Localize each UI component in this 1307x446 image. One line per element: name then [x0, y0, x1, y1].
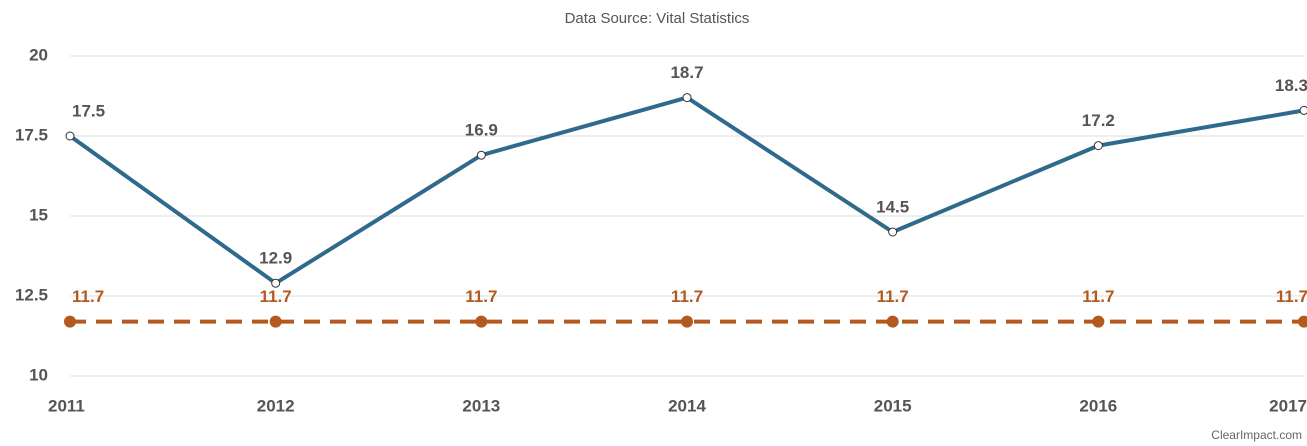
x-tick-label: 2013 — [462, 396, 500, 415]
point — [682, 93, 692, 103]
x-tick-label: 2016 — [1079, 396, 1117, 415]
point — [269, 315, 282, 328]
data-label: 11.7 — [72, 287, 104, 306]
point — [64, 315, 76, 328]
data-label: 11.7 — [1276, 287, 1307, 306]
series-line — [68, 95, 1305, 286]
data-label: 14.5 — [876, 197, 909, 216]
chart-subtitle: Data Source: Vital Statistics — [565, 10, 750, 27]
data-label: 11.7 — [671, 287, 703, 306]
data-label: 17.2 — [1082, 111, 1115, 130]
y-tick-label: 17.5 — [15, 125, 48, 144]
point — [888, 227, 898, 237]
x-tick-label: 2012 — [257, 396, 295, 415]
x-tick-label: 2014 — [668, 396, 706, 415]
x-tick-label: 2015 — [874, 396, 912, 415]
y-tick-label: 15 — [29, 205, 48, 224]
point — [475, 315, 488, 328]
y-tick-label: 10 — [29, 365, 48, 384]
x-tick-label: 2011 — [48, 396, 85, 415]
y-tick-label: 20 — [29, 45, 48, 64]
y-tick-label: 12.5 — [15, 285, 48, 304]
data-label: 12.9 — [259, 249, 292, 268]
point — [65, 131, 75, 141]
point — [1299, 105, 1307, 115]
point — [1092, 315, 1105, 328]
point — [681, 315, 693, 328]
point — [1093, 141, 1103, 151]
data-label: 16.9 — [465, 121, 498, 140]
point — [886, 315, 899, 328]
data-label: 18.3 — [1275, 76, 1307, 95]
data-label: 11.7 — [1082, 287, 1114, 306]
point — [476, 150, 486, 160]
data-label: 11.7 — [877, 287, 909, 306]
data-label: 11.7 — [465, 287, 497, 306]
credit: ClearImpact.com — [1211, 428, 1302, 442]
point — [1298, 315, 1307, 328]
data-label: 11.7 — [260, 287, 292, 306]
data-label: 17.5 — [72, 101, 105, 120]
data-label: 18.7 — [670, 63, 703, 82]
point — [271, 278, 281, 288]
x-tick-label: 2017 — [1269, 396, 1307, 415]
